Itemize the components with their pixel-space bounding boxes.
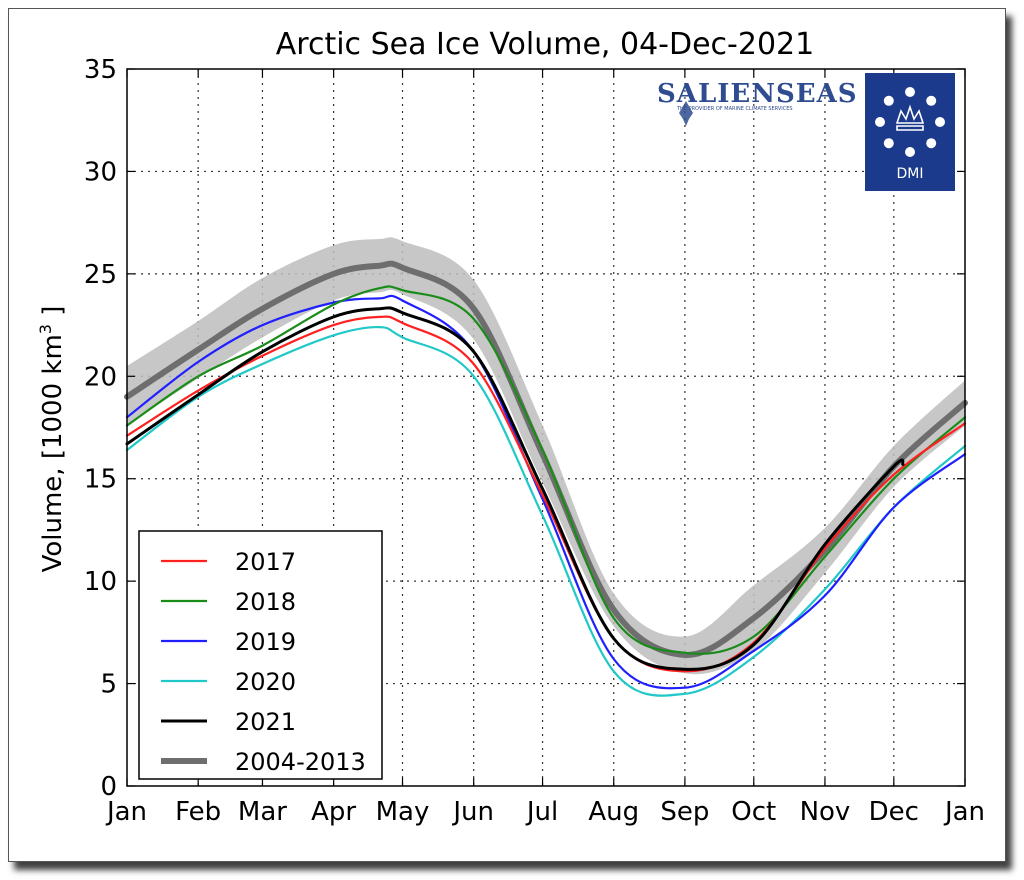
legend-label-2004-2013: 2004-2013 xyxy=(235,748,366,776)
dmi-star-dot xyxy=(905,147,915,157)
salienseas-tagline: THE PROVIDER OF MARINE CLIMATE SERVICES xyxy=(676,106,793,112)
salienseas-drop-icon xyxy=(679,101,693,126)
legend-label-2017: 2017 xyxy=(235,548,296,576)
series-line-2020 xyxy=(125,325,967,697)
x-tick-label: May xyxy=(376,797,430,827)
y-tick-label: 35 xyxy=(84,55,117,85)
dmi-star-dot xyxy=(905,87,915,97)
dmi-star-dot xyxy=(883,138,894,149)
dmi-star-ring-icon xyxy=(875,87,945,157)
series-line-2017 xyxy=(125,315,967,673)
chart-frame: 0 5 10 15 20 25 30 35 Jan Feb Mar Apr May Jun Jul Aug Se… xyxy=(8,8,1006,862)
x-tick-label: Nov xyxy=(800,797,851,827)
series-line-2021 xyxy=(125,306,905,671)
dmi-star-dot xyxy=(926,95,937,106)
ticks: 0 5 10 15 20 25 30 35 Jan Feb Mar Apr May Jun Jul Aug Se… xyxy=(84,55,985,827)
legend-label-2020: 2020 xyxy=(235,668,296,696)
dmi-star-dot xyxy=(935,117,945,127)
chart: 0 5 10 15 20 25 30 35 Jan Feb Mar Apr May Jun Jul Aug Se… xyxy=(36,27,985,827)
dmi-crown-icon xyxy=(895,104,925,131)
x-tick-label: Oct xyxy=(731,797,776,827)
y-axis-label: Volume, [1000 km3 ] xyxy=(36,306,68,573)
y-tick-label: 20 xyxy=(84,362,117,392)
x-tick-label: Sep xyxy=(660,797,709,827)
salienseas-dmi-logo: SALIENSEAS THE PROVIDER OF MARINE CLIMAT… xyxy=(657,73,955,191)
legend-label-2019: 2019 xyxy=(235,628,296,656)
y-tick-label: 5 xyxy=(100,670,117,700)
legend-label-2021: 2021 xyxy=(235,708,296,736)
x-tick-label: Dec xyxy=(869,797,919,827)
plot-border xyxy=(126,68,966,787)
dmi-star-dot xyxy=(883,95,894,106)
x-tick-label: Mar xyxy=(238,797,287,827)
series-line-2018 xyxy=(125,285,967,655)
x-tick-label: Aug xyxy=(588,797,639,827)
salienseas-wordmark: SALIENSEAS xyxy=(657,79,858,109)
y-tick-label: 15 xyxy=(84,465,117,495)
grid xyxy=(127,69,965,786)
chart-title: Arctic Sea Ice Volume, 04-Dec-2021 xyxy=(276,27,814,62)
x-tick-label: Jul xyxy=(525,797,558,827)
x-tick-label: Jan xyxy=(105,797,147,827)
series-lines xyxy=(124,260,968,697)
legend-label-2018: 2018 xyxy=(235,588,296,616)
y-tick-label: 25 xyxy=(84,260,117,290)
dmi-star-dot xyxy=(875,117,885,127)
x-tick-label: Feb xyxy=(175,797,221,827)
legend: 2017 2018 2019 2020 2021 2004-2013 xyxy=(138,530,383,780)
dmi-badge-label: DMI xyxy=(897,166,924,182)
y-tick-label: 10 xyxy=(84,567,117,597)
series-line-2019 xyxy=(125,294,967,690)
legend-box xyxy=(138,530,383,780)
x-tick-label: Jan xyxy=(943,797,985,827)
x-tick-label: Apr xyxy=(311,797,356,827)
y-tick-label: 0 xyxy=(100,772,117,802)
dmi-star-dot xyxy=(926,138,937,149)
y-tick-label: 30 xyxy=(84,157,117,187)
x-tick-label: Jun xyxy=(451,797,494,827)
